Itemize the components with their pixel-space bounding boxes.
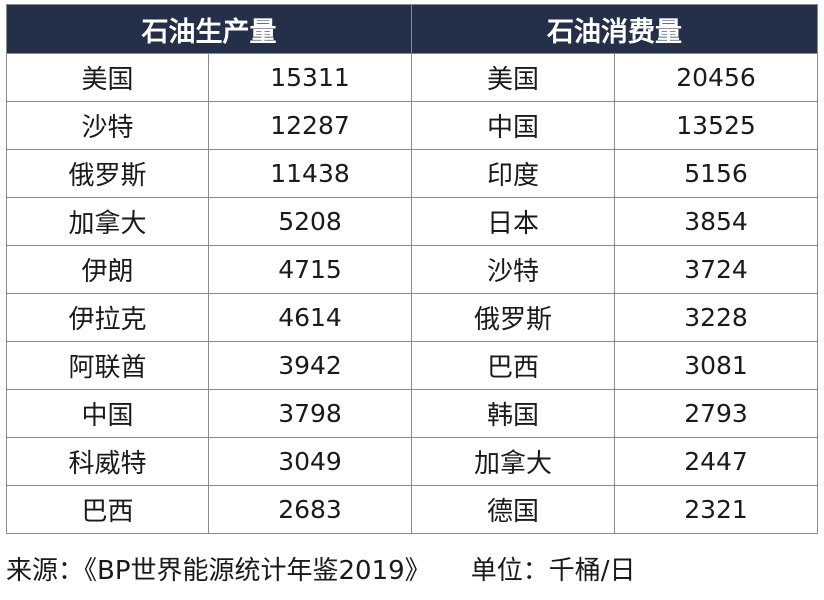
source-note: 来源：《BP世界能源统计年鉴2019》 [6, 556, 431, 586]
producer-country-cell: 中国 [6, 389, 209, 438]
consumer-country-cell: 韩国 [411, 389, 615, 438]
table-footer: 来源：《BP世界能源统计年鉴2019》 单位：千桶/日 [6, 550, 635, 587]
table-header-row: 石油生产量 石油消费量 [6, 4, 818, 54]
production-value-cell: 4715 [208, 245, 412, 294]
oil-table-container: 石油生产量 石油消费量 美国 15311 美国 20456 沙特 12287 中国 13525… [6, 4, 818, 534]
consumption-value-cell: 20456 [614, 53, 818, 102]
table-row: 科威特 3049 加拿大 2447 [6, 437, 818, 486]
table-row: 俄罗斯 11438 印度 5156 [6, 149, 818, 198]
producer-country-cell: 伊朗 [6, 245, 209, 294]
table-row: 加拿大 5208 日本 3854 [6, 197, 818, 246]
table-row: 阿联酋 3942 巴西 3081 [6, 341, 818, 390]
producer-country-cell: 俄罗斯 [6, 149, 209, 198]
consumer-country-cell: 加拿大 [411, 437, 615, 486]
oil-production-consumption-table: 石油生产量 石油消费量 美国 15311 美国 20456 沙特 12287 中国 13525… [6, 4, 818, 534]
production-value-cell: 3049 [208, 437, 412, 486]
consumption-value-cell: 3854 [614, 197, 818, 246]
producer-country-cell: 伊拉克 [6, 293, 209, 342]
consumption-value-cell: 3724 [614, 245, 818, 294]
production-value-cell: 3798 [208, 389, 412, 438]
production-value-cell: 4614 [208, 293, 412, 342]
consumer-country-cell: 巴西 [411, 341, 615, 390]
production-value-cell: 5208 [208, 197, 412, 246]
producer-country-cell: 沙特 [6, 101, 209, 150]
consumption-value-cell: 3081 [614, 341, 818, 390]
producer-country-cell: 加拿大 [6, 197, 209, 246]
producer-country-cell: 巴西 [6, 485, 209, 534]
unit-note: 单位：千桶/日 [470, 556, 636, 586]
consumption-value-cell: 3228 [614, 293, 818, 342]
consumer-country-cell: 德国 [411, 485, 615, 534]
consumer-country-cell: 印度 [411, 149, 615, 198]
consumer-country-cell: 俄罗斯 [411, 293, 615, 342]
consumer-country-cell: 沙特 [411, 245, 615, 294]
table-row: 伊拉克 4614 俄罗斯 3228 [6, 293, 818, 342]
production-value-cell: 12287 [208, 101, 412, 150]
consumer-country-cell: 美国 [411, 53, 615, 102]
production-value-cell: 15311 [208, 53, 412, 102]
consumer-country-cell: 中国 [411, 101, 615, 150]
consumption-value-cell: 5156 [614, 149, 818, 198]
producer-country-cell: 科威特 [6, 437, 209, 486]
consumption-value-cell: 2447 [614, 437, 818, 486]
producer-country-cell: 美国 [6, 53, 209, 102]
production-value-cell: 3942 [208, 341, 412, 390]
table-row: 沙特 12287 中国 13525 [6, 101, 818, 150]
consumer-country-cell: 日本 [411, 197, 615, 246]
table-row: 中国 3798 韩国 2793 [6, 389, 818, 438]
production-value-cell: 2683 [208, 485, 412, 534]
header-consumption: 石油消费量 [411, 4, 818, 54]
table-body: 美国 15311 美国 20456 沙特 12287 中国 13525 俄罗斯 11438 印度 51… [6, 53, 818, 534]
consumption-value-cell: 2321 [614, 485, 818, 534]
table-row: 巴西 2683 德国 2321 [6, 485, 818, 534]
header-production: 石油生产量 [6, 4, 412, 54]
table-row: 美国 15311 美国 20456 [6, 53, 818, 102]
consumption-value-cell: 2793 [614, 389, 818, 438]
consumption-value-cell: 13525 [614, 101, 818, 150]
production-value-cell: 11438 [208, 149, 412, 198]
producer-country-cell: 阿联酋 [6, 341, 209, 390]
table-row: 伊朗 4715 沙特 3724 [6, 245, 818, 294]
